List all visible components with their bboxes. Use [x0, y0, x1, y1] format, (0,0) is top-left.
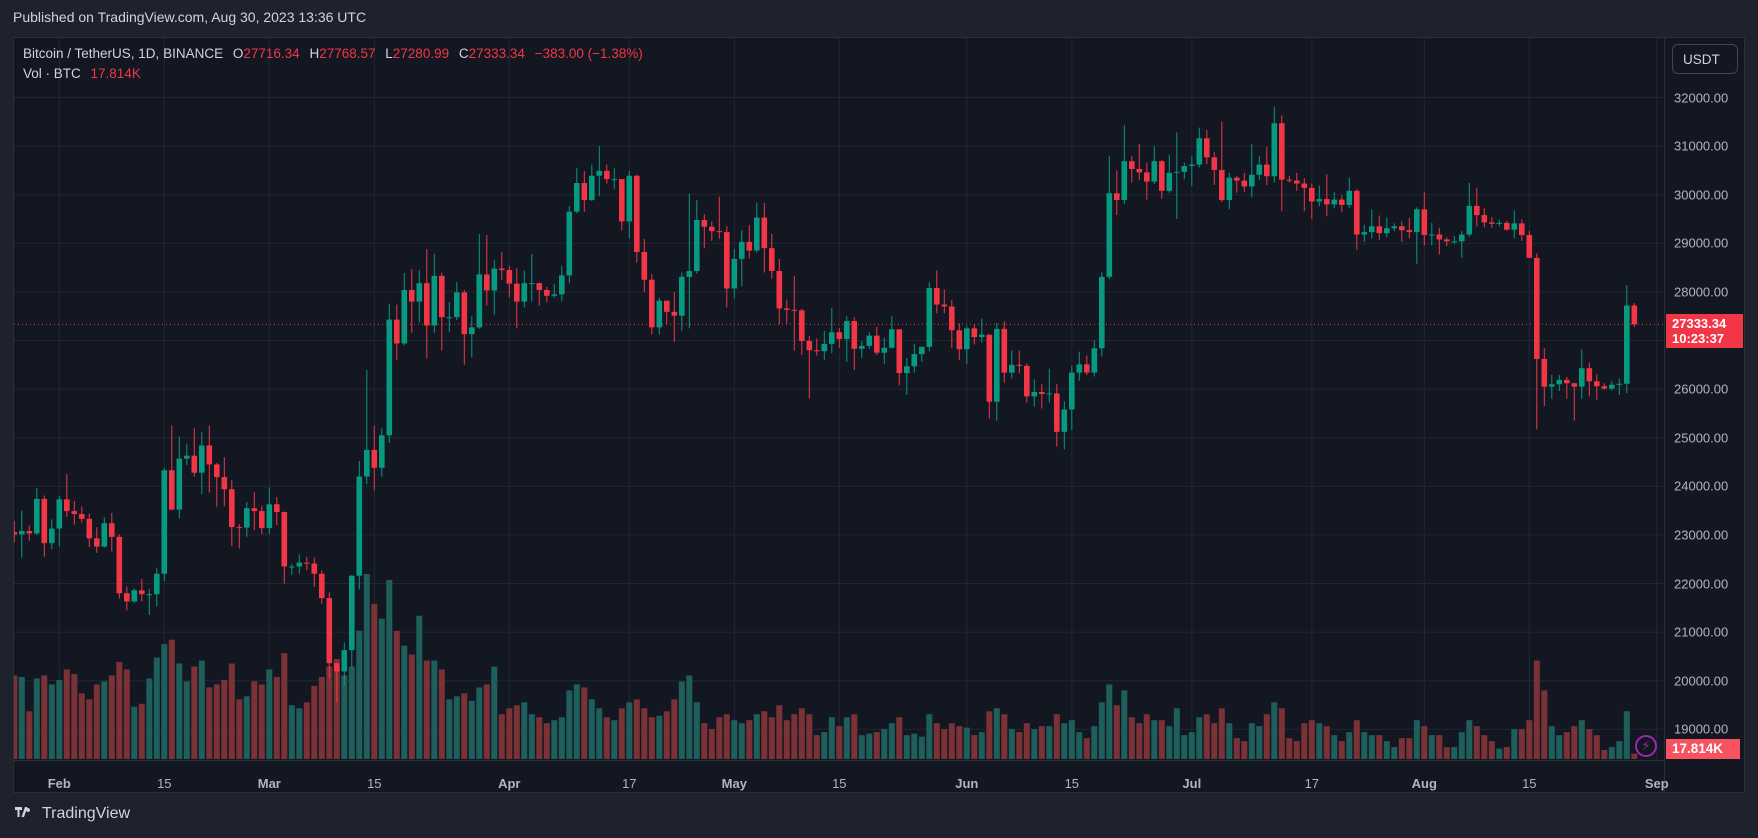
bar-countdown: 10:23:37	[1672, 331, 1725, 347]
time-tick: May	[721, 776, 747, 791]
volume-title[interactable]: Vol · BTC	[23, 66, 81, 81]
open-value: 27716.34	[243, 46, 300, 61]
price-tick: 29000.00	[1674, 235, 1729, 251]
price-tick: 20000.00	[1674, 673, 1729, 689]
chart-frame: Bitcoin / TetherUS, 1D, BINANCE O27716.3…	[13, 37, 1745, 793]
time-tick: 17	[1304, 776, 1320, 791]
volume-value: 17.814K	[90, 66, 141, 81]
chart-plot-area[interactable]: Bitcoin / TetherUS, 1D, BINANCE O27716.3…	[14, 38, 1664, 760]
price-tick: 23000.00	[1674, 527, 1729, 543]
last-price-label: 27333.34 10:23:37	[1666, 314, 1743, 349]
time-tick: 17	[622, 776, 637, 791]
ohlc-legend-row: Bitcoin / TetherUS, 1D, BINANCE O27716.3…	[23, 44, 643, 64]
volume-legend-row: Vol · BTC 17.814K	[23, 64, 643, 84]
price-tick: 21000.00	[1674, 624, 1729, 640]
chart-legend: Bitcoin / TetherUS, 1D, BINANCE O27716.3…	[23, 44, 643, 84]
time-tick: Sep	[1644, 776, 1669, 791]
price-axis[interactable]	[1664, 38, 1745, 792]
close-value: 27333.34	[468, 46, 525, 61]
time-axis[interactable]	[14, 760, 1664, 793]
price-tick: 22000.00	[1674, 576, 1729, 591]
time-tick: 15	[157, 776, 172, 791]
change-value: −383.00 (−1.38%)	[534, 46, 643, 61]
close-label: C	[458, 46, 469, 61]
price-tick: 26000.00	[1674, 381, 1729, 397]
volume-axis-label: 17.814K	[1666, 739, 1740, 759]
time-tick: Feb	[47, 776, 71, 791]
price-tick: 30000.00	[1674, 187, 1729, 203]
low-value: 27280.99	[392, 46, 450, 61]
currency-button[interactable]: USDT	[1672, 44, 1738, 74]
price-tick: 28000.00	[1674, 284, 1729, 300]
last-price-value: 27333.34	[1672, 316, 1727, 332]
time-tick: 15	[1522, 776, 1537, 791]
high-value: 27768.57	[319, 46, 376, 61]
price-tick: 25000.00	[1674, 430, 1729, 446]
tradingview-brand-text[interactable]: TradingView	[42, 805, 131, 822]
footer-branding: TradingView	[12, 805, 130, 823]
time-tick: 15	[1064, 776, 1080, 791]
low-label: L	[385, 46, 393, 61]
time-tick: 15	[367, 776, 382, 791]
time-tick: Aug	[1411, 776, 1437, 791]
time-tick: 15	[832, 776, 847, 791]
time-tick: Apr	[498, 776, 521, 791]
high-label: H	[309, 46, 320, 61]
candlestick-chart[interactable]	[14, 38, 1664, 760]
symbol-title[interactable]: Bitcoin / TetherUS, 1D, BINANCE	[23, 46, 224, 61]
tradingview-logo-icon	[15, 807, 31, 817]
published-timestamp: Published on TradingView.com, Aug 30, 20…	[13, 9, 367, 25]
lightning-event-icon[interactable]: ⚡	[1635, 735, 1657, 757]
time-tick: Mar	[257, 776, 281, 791]
price-tick: 32000.00	[1674, 90, 1729, 105]
time-tick: Jun	[955, 776, 979, 791]
time-tick: Jul	[1182, 776, 1202, 791]
price-tick: 19000.00	[1674, 721, 1729, 737]
price-tick: 31000.00	[1674, 138, 1729, 154]
price-tick: 24000.00	[1674, 478, 1729, 494]
open-label: O	[232, 46, 244, 61]
